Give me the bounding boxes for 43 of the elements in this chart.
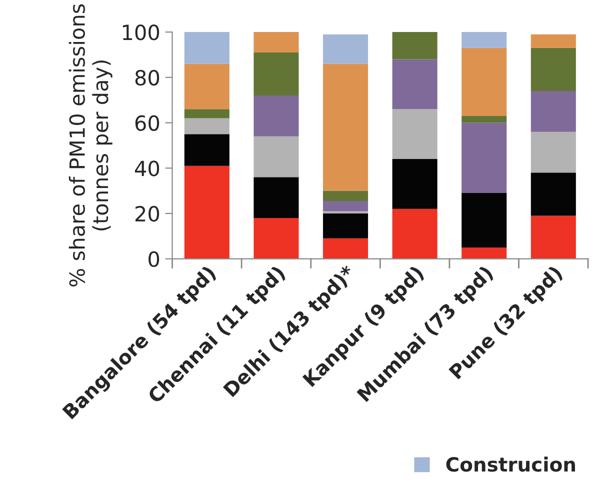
bar bbox=[530, 132, 576, 173]
bar bbox=[462, 48, 507, 116]
bar bbox=[530, 216, 576, 259]
bar bbox=[184, 109, 230, 118]
bar bbox=[184, 134, 230, 166]
legend-label: Construcion bbox=[446, 456, 575, 472]
bar bbox=[530, 34, 576, 48]
bar bbox=[462, 193, 507, 248]
bar bbox=[392, 32, 438, 60]
bar bbox=[254, 96, 299, 136]
bar bbox=[392, 59, 438, 110]
bar bbox=[184, 118, 230, 134]
bar bbox=[254, 32, 299, 52]
bar bbox=[254, 218, 299, 259]
bar bbox=[392, 208, 438, 259]
bar bbox=[322, 238, 368, 259]
bar bbox=[462, 247, 507, 259]
bar bbox=[184, 32, 230, 64]
y-axis-title: % share of PM10 emissions (tonnes per day) bbox=[68, 4, 112, 286]
bar bbox=[530, 91, 576, 132]
bar bbox=[322, 64, 368, 191]
y-tick-label: 40 bbox=[134, 160, 160, 176]
y-tick-label: 80 bbox=[135, 70, 160, 86]
bar bbox=[462, 32, 507, 48]
bar bbox=[322, 34, 368, 64]
bar bbox=[254, 136, 299, 178]
bar bbox=[392, 159, 438, 209]
bar bbox=[322, 190, 368, 201]
bar bbox=[462, 122, 507, 194]
bar bbox=[462, 116, 507, 123]
y-tick-label: 100 bbox=[122, 24, 160, 40]
bar bbox=[254, 177, 299, 218]
y-tick-label: 0 bbox=[148, 251, 160, 268]
bar bbox=[254, 52, 299, 96]
bar bbox=[322, 200, 368, 212]
bar bbox=[184, 166, 230, 259]
bar bbox=[184, 64, 230, 110]
bar bbox=[530, 48, 576, 92]
bar bbox=[322, 213, 368, 238]
y-tick-label: 60 bbox=[135, 115, 160, 131]
bar bbox=[392, 109, 438, 160]
bar bbox=[530, 172, 576, 216]
y-tick-label: 20 bbox=[135, 206, 160, 222]
